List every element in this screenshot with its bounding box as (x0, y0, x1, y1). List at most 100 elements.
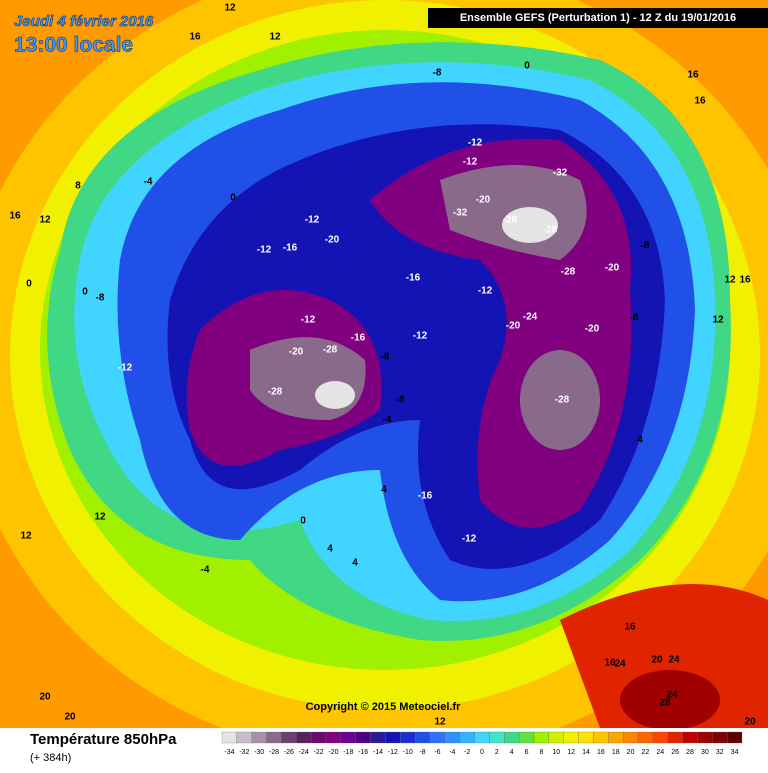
contour-label: -4 (201, 565, 210, 576)
contour-label: -12 (463, 157, 478, 168)
scale-label: -16 (358, 749, 368, 756)
scale-label: -12 (388, 749, 398, 756)
contour-label: 16 (9, 211, 21, 222)
scale-swatch (236, 731, 252, 744)
scale-swatch (310, 731, 327, 744)
scale-swatch (518, 731, 535, 744)
scale-swatch (221, 731, 238, 744)
contour-label: 0 (524, 61, 530, 72)
model-info: Ensemble GEFS (Perturbation 1) - 12 Z du… (460, 12, 736, 24)
contour-label: -16 (283, 243, 298, 254)
contour-label: 12 (269, 32, 281, 43)
copyright: Copyright © 2015 Meteociel.fr (306, 701, 462, 713)
scale-swatch (370, 731, 386, 744)
contour-label: 4 (381, 485, 387, 496)
contour-label: 0 (26, 279, 32, 290)
scale-swatch (251, 731, 267, 744)
contour-label: 0 (300, 516, 306, 527)
scale-swatch (608, 731, 624, 744)
scale-swatch (622, 731, 639, 744)
legend-title: Température 850hPa (30, 731, 177, 748)
scale-label: -2 (464, 749, 470, 756)
contour-label: -20 (325, 235, 340, 246)
contour-label: -20 (605, 263, 620, 274)
scale-label: -8 (419, 749, 425, 756)
scale-label: 14 (582, 749, 590, 756)
scale-swatch (355, 731, 371, 744)
scale-swatch (697, 731, 713, 744)
time-subtitle: 13:00 locale (14, 34, 133, 57)
scale-label: -4 (449, 749, 455, 756)
scale-swatch (593, 731, 609, 744)
scale-swatch (726, 731, 743, 744)
contour-label: -28 (503, 215, 518, 226)
contour-label: 16 (604, 658, 616, 669)
scale-swatch (429, 731, 446, 744)
contour-label: -8 (433, 68, 442, 79)
legend-subtitle: (+ 384h) (30, 752, 71, 764)
scale-label: -20 (328, 749, 338, 756)
contour-label: 28 (659, 698, 671, 709)
contour-label: -28 (268, 387, 283, 398)
scale-label: 16 (597, 749, 605, 756)
contour-label: -12 (118, 363, 133, 374)
model-banner (428, 8, 768, 28)
scale-label: 28 (686, 749, 694, 756)
contour-label: 20 (64, 712, 76, 723)
contour-label: -32 (453, 208, 468, 219)
scale-label: 30 (701, 749, 709, 756)
contour-label: -12 (257, 245, 272, 256)
scale-swatch (414, 731, 431, 744)
scale-swatch (563, 731, 579, 744)
scale-swatch (637, 731, 654, 744)
date-title: Jeudi 4 février 2016 (14, 13, 154, 30)
contour-label: 4 (352, 558, 358, 569)
contour-label: -16 (406, 273, 421, 284)
scale-swatch (533, 731, 550, 744)
contour-label: 16 (687, 70, 699, 81)
scale-swatch (266, 731, 282, 744)
scale-label: 6 (525, 749, 529, 756)
scale-label: -28 (269, 749, 279, 756)
scale-label: -30 (254, 749, 264, 756)
contour-label: -12 (468, 138, 483, 149)
scale-swatch (578, 731, 594, 744)
contour-label: 20 (39, 692, 51, 703)
contour-label: -16 (351, 333, 366, 344)
scale-swatch (340, 731, 356, 744)
contour-label: 12 (94, 512, 106, 523)
scale-label: -34 (224, 749, 234, 756)
scale-label: -6 (434, 749, 440, 756)
contour-label: -16 (418, 491, 433, 502)
contour-label: 0 (230, 193, 236, 204)
scale-label: 32 (716, 749, 724, 756)
scale-label: 8 (539, 749, 543, 756)
contour-label: 0 (82, 287, 88, 298)
contour-label: 24 (614, 659, 626, 670)
contour-label: -4 (144, 177, 153, 188)
scale-label: -14 (373, 749, 383, 756)
contour-label: -20 (585, 324, 600, 335)
contour-label: 8 (75, 181, 81, 192)
contour-label: 12 (20, 531, 32, 542)
contour-label: -28 (555, 395, 570, 406)
scale-swatch (444, 731, 460, 744)
contour-label: 4 (637, 435, 643, 446)
contour-label: 12 (724, 275, 736, 286)
contour-label: -32 (553, 168, 568, 179)
scale-label: -26 (284, 749, 294, 756)
contour-label: 16 (189, 32, 201, 43)
contour-label: 4 (327, 544, 333, 555)
contour-label: 16 (739, 275, 751, 286)
scale-swatch (652, 731, 668, 744)
contour-label: -20 (506, 321, 521, 332)
scale-label: 0 (480, 749, 484, 756)
contour-label: 16 (694, 96, 706, 107)
contour-label: 20 (651, 655, 663, 666)
scale-swatch (400, 731, 416, 744)
contour-label: -20 (476, 195, 491, 206)
contour-label: 12 (39, 215, 51, 226)
scale-label: -22 (314, 749, 324, 756)
